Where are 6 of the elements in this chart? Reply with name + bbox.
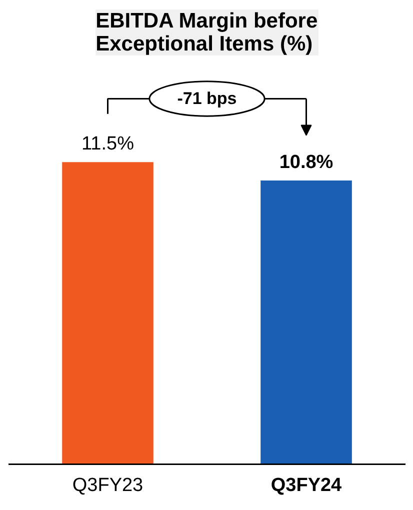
data-label: 11.5% [82, 134, 134, 155]
x-tick-label: Q3FY24 [270, 474, 342, 496]
chart-title: EBITDA Margin before Exceptional Items (%) [96, 10, 318, 56]
text: -71 bps [177, 89, 237, 108]
x-tick-label: Q3FY23 [72, 474, 144, 496]
data-label: 10.8% [279, 152, 334, 174]
